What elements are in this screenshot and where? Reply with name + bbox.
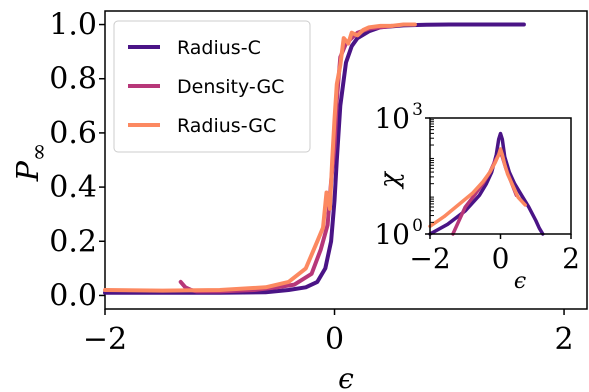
main-series-line-radius-gc bbox=[103, 22, 417, 293]
legend-items: Radius-C Density-GC Radius-GC bbox=[128, 37, 284, 137]
main-y-axis-label-sub: ∞ bbox=[27, 143, 52, 161]
legend-label-density-gc: Density-GC bbox=[177, 76, 284, 98]
main-y-axis-label: P∞ bbox=[11, 143, 52, 183]
inset-y-tick-label: 10 bbox=[374, 218, 410, 251]
main-x-tick-label: −2 bbox=[83, 322, 127, 357]
main-y-tick-label: 1.0 bbox=[49, 8, 97, 43]
main-y-tick-label: 0.0 bbox=[49, 278, 97, 313]
legend-label-radius-gc: Radius-GC bbox=[177, 115, 276, 137]
main-y-axis-label-base: P bbox=[11, 160, 46, 182]
inset-y-ticks: 10 010 3 bbox=[374, 100, 434, 251]
inset-x-ticks: −2 0 2 bbox=[409, 234, 580, 275]
legend: Radius-C Density-GC Radius-GC bbox=[113, 20, 311, 153]
main-y-tick-label: 0.2 bbox=[49, 224, 97, 259]
inset-y-axis-label: χ bbox=[375, 170, 405, 190]
legend-frame bbox=[113, 20, 311, 153]
main-y-tick-label: 0.6 bbox=[49, 116, 97, 151]
inset-y-tick-exponent: 0 bbox=[412, 216, 423, 236]
main-x-ticks: −2 0 2 bbox=[83, 309, 574, 357]
main-plot-frame bbox=[104, 10, 588, 310]
inset-x-tick-label: 2 bbox=[562, 242, 580, 275]
inset-x-tick-label: −2 bbox=[409, 242, 450, 275]
legend-label-radius-c: Radius-C bbox=[177, 37, 261, 59]
main-plot: −2 0 2 0.0 0.2 0.4 0.6 0.8 1.0 ϵ P∞ bbox=[11, 8, 588, 392]
inset-x-axis-label: ϵ bbox=[514, 269, 526, 294]
inset-plot: −2 0 2 10 010 3 ϵ χ bbox=[374, 100, 580, 294]
main-y-ticks: 0.0 0.2 0.4 0.6 0.8 1.0 bbox=[49, 8, 105, 313]
inset-y-tick-exponent: 3 bbox=[412, 100, 423, 120]
main-x-tick-label: 0 bbox=[325, 322, 344, 357]
main-y-tick-label: 0.8 bbox=[49, 62, 97, 97]
svg-text:P∞: P∞ bbox=[11, 143, 52, 183]
main-y-tick-label: 0.4 bbox=[49, 170, 97, 205]
inset-series-line-radius-c bbox=[428, 131, 545, 236]
main-x-tick-label: 2 bbox=[555, 322, 574, 357]
inset-series-line-radius-gc bbox=[428, 147, 527, 229]
inset-y-tick-label: 10 bbox=[374, 102, 410, 135]
inset-x-tick-label: 0 bbox=[492, 242, 510, 275]
main-x-axis-label: ϵ bbox=[338, 362, 354, 392]
main-series-group bbox=[103, 22, 526, 295]
inset-series-group bbox=[428, 131, 545, 236]
